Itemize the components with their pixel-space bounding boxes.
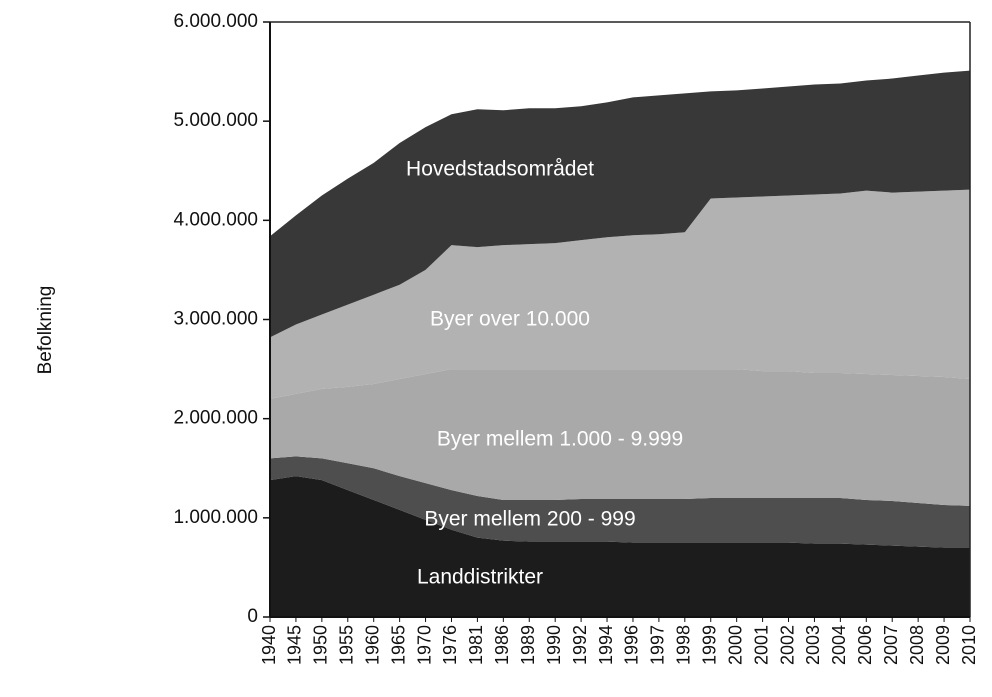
y-axis-label: Befolkning [35, 286, 56, 375]
y-tick-label: 2.000.000 [173, 408, 258, 429]
x-tick-label: 2010 [959, 625, 979, 665]
x-tick-label: 1999 [699, 625, 719, 665]
series-label: Byer mellem 200 - 999 [424, 508, 635, 531]
series-label: Byer mellem 1.000 - 9.999 [437, 428, 683, 451]
x-tick-label: 1945 [285, 625, 305, 665]
x-tick-label: 1997 [648, 625, 668, 665]
x-tick-label: 1940 [259, 625, 279, 665]
x-tick-label: 1950 [311, 625, 331, 665]
y-tick-label: 0 [247, 606, 258, 627]
area [270, 70, 970, 338]
x-tick-label: 2001 [751, 625, 771, 665]
area [270, 369, 970, 506]
x-tick-label: 2009 [933, 625, 953, 665]
y-tick-label: 6.000.000 [173, 11, 258, 32]
y-tick-label: 5.000.000 [173, 110, 258, 131]
area [270, 476, 970, 617]
x-tick-label: 2004 [829, 625, 849, 665]
y-tick-label: 1.000.000 [173, 507, 258, 528]
series-label: Landdistrikter [417, 566, 543, 589]
x-tick-label: 2000 [725, 625, 745, 665]
x-tick-label: 1955 [337, 625, 357, 665]
x-tick-label: 1994 [596, 625, 616, 665]
x-tick-label: 2002 [777, 625, 797, 665]
x-tick-label: 2003 [803, 625, 823, 665]
x-tick-label: 1989 [518, 625, 538, 665]
area [270, 189, 970, 399]
x-tick-label: 2008 [907, 625, 927, 665]
x-tick-label: 1996 [622, 625, 642, 665]
x-tick-label: 1998 [674, 625, 694, 665]
series-label: Byer over 10.000 [430, 308, 590, 331]
x-tick-label: 1960 [362, 625, 382, 665]
y-tick-label: 3.000.000 [173, 309, 258, 330]
area [270, 456, 970, 548]
x-tick-label: 2006 [855, 625, 875, 665]
x-tick-label: 1990 [544, 625, 564, 665]
x-tick-label: 1981 [466, 625, 486, 665]
x-tick-label: 1970 [414, 625, 434, 665]
x-tick-label: 2007 [881, 625, 901, 665]
x-tick-label: 1986 [492, 625, 512, 665]
y-tick-label: 4.000.000 [173, 209, 258, 230]
x-tick-label: 1976 [440, 625, 460, 665]
x-tick-label: 1965 [388, 625, 408, 665]
x-tick-label: 1992 [570, 625, 590, 665]
series-label: Hovedstadsområdet [406, 158, 594, 181]
